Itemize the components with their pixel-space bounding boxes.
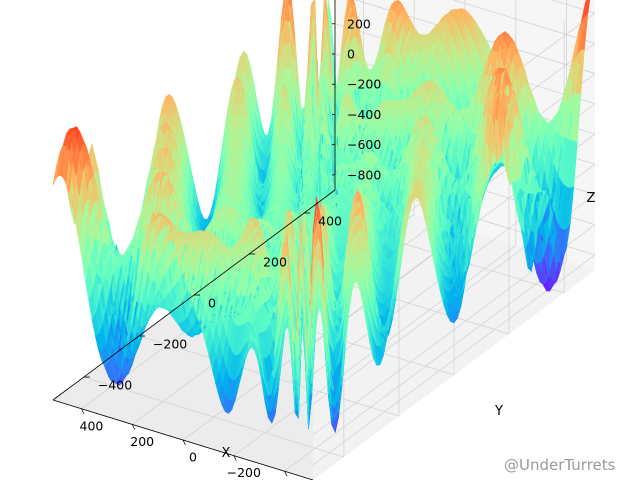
wall-grid-z-right-7 [452, 0, 596, 44]
floor-grid-y-0 [83, 376, 344, 458]
surface-patch [346, 197, 355, 245]
surface-mesh [52, 0, 590, 434]
